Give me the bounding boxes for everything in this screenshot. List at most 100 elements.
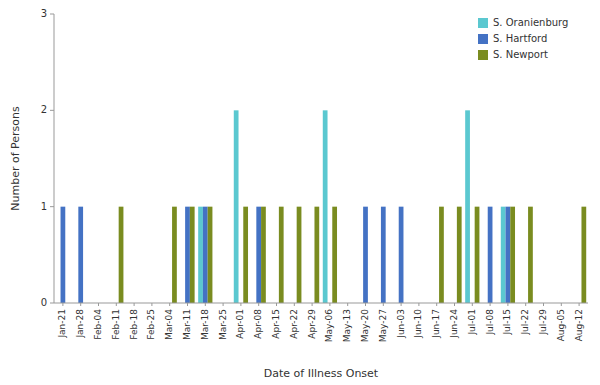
x-tick-label: Feb-18 xyxy=(129,309,139,340)
bar xyxy=(172,207,177,303)
x-tick xyxy=(98,303,99,306)
x-tick xyxy=(365,303,366,306)
bar xyxy=(381,207,386,303)
x-tick-label: Feb-04 xyxy=(93,309,103,340)
y-axis-label: Number of Persons xyxy=(9,106,22,211)
legend-label: S. Newport xyxy=(493,49,548,60)
x-tick xyxy=(223,303,224,306)
bar xyxy=(475,207,480,303)
bar xyxy=(208,207,213,303)
legend-label: S. Oranienburg xyxy=(493,17,568,28)
x-tick xyxy=(294,303,295,306)
x-tick xyxy=(329,303,330,306)
bar xyxy=(581,207,586,303)
x-axis-label: Date of Illness Onset xyxy=(264,367,379,380)
bar xyxy=(399,207,404,303)
legend-label: S. Hartford xyxy=(493,33,547,44)
x-tick xyxy=(276,303,277,306)
x-tick xyxy=(347,303,348,306)
x-tick xyxy=(472,303,473,306)
y-tick-label: 0 xyxy=(41,297,47,308)
x-tick xyxy=(383,303,384,306)
bar xyxy=(457,207,462,303)
x-tick-label: Apr-15 xyxy=(271,309,281,339)
x-tick xyxy=(507,303,508,306)
x-tick-label: Jan-21 xyxy=(57,309,67,339)
y-tick xyxy=(50,14,54,15)
x-tick xyxy=(490,303,491,306)
x-tick-label: Mar-18 xyxy=(200,309,210,340)
x-tick-label: Jul-29 xyxy=(538,309,548,336)
legend-swatch xyxy=(478,50,488,60)
bar xyxy=(528,207,533,303)
bar xyxy=(190,207,195,303)
x-tick-label: May-13 xyxy=(342,309,352,342)
x-tick xyxy=(525,303,526,306)
legend: S. Oranienburg S. Hartford S. Newport xyxy=(478,17,568,60)
y-tick-label: 1 xyxy=(41,201,47,212)
x-tick-label: Jan-28 xyxy=(75,309,85,339)
bar xyxy=(279,207,284,303)
x-tick-label: Jun-17 xyxy=(431,309,441,339)
x-tick xyxy=(579,303,580,306)
x-tick xyxy=(312,303,313,306)
x-tick-label: Jul-15 xyxy=(502,309,512,336)
x-tick xyxy=(205,303,206,306)
x-tick xyxy=(151,303,152,306)
bar xyxy=(323,110,328,303)
x-tick xyxy=(62,303,63,306)
bar xyxy=(261,207,266,303)
x-tick xyxy=(418,303,419,306)
x-tick xyxy=(258,303,259,306)
x-tick-label: Jun-03 xyxy=(396,309,406,339)
x-tick-label: Feb-11 xyxy=(111,309,121,340)
bar xyxy=(119,207,124,303)
bar xyxy=(439,207,444,303)
bar xyxy=(234,110,239,303)
bar xyxy=(203,207,208,303)
x-tick xyxy=(454,303,455,306)
x-tick-label: Apr-08 xyxy=(253,309,263,339)
x-tick-label: Apr-22 xyxy=(289,309,299,339)
x-tick xyxy=(543,303,544,306)
bar xyxy=(506,207,511,303)
bar xyxy=(332,207,337,303)
bar xyxy=(510,207,515,303)
bars xyxy=(61,110,587,303)
bar xyxy=(185,207,190,303)
bar xyxy=(198,207,203,303)
y-tick-label: 2 xyxy=(41,104,47,115)
bar xyxy=(78,207,83,303)
x-tick xyxy=(80,303,81,306)
y-tick xyxy=(50,303,54,304)
x-tick-label: Apr-01 xyxy=(235,309,245,339)
x-tick-label: Aug-05 xyxy=(556,309,566,341)
x-tick-label: Mar-25 xyxy=(218,309,228,340)
x-tick xyxy=(116,303,117,306)
legend-swatch xyxy=(478,18,488,28)
legend-swatch xyxy=(478,34,488,44)
x-tick-label: Jul-08 xyxy=(485,309,495,336)
bar xyxy=(256,207,261,303)
bar xyxy=(501,207,506,303)
x-tick xyxy=(401,303,402,306)
y-tick xyxy=(50,110,54,111)
y-axis-line xyxy=(54,14,55,303)
x-tick-label: Apr-29 xyxy=(307,309,317,339)
x-tick-label: Jun-10 xyxy=(413,309,423,339)
x-tick-label: Mar-11 xyxy=(182,309,192,340)
bar xyxy=(297,207,302,303)
x-tick xyxy=(436,303,437,306)
x-tick-label: Jul-22 xyxy=(520,309,530,336)
chart: 0123Jan-21Jan-28Feb-04Feb-11Feb-18Feb-25… xyxy=(0,0,600,385)
x-tick xyxy=(561,303,562,306)
x-tick xyxy=(169,303,170,306)
bar xyxy=(61,207,66,303)
bar xyxy=(243,207,248,303)
bar xyxy=(465,110,470,303)
bar xyxy=(314,207,319,303)
x-tick-label: May-06 xyxy=(324,309,334,342)
x-tick-label: Mar-04 xyxy=(164,309,174,340)
x-tick-label: May-20 xyxy=(360,309,370,342)
x-tick-label: May-27 xyxy=(378,309,388,342)
